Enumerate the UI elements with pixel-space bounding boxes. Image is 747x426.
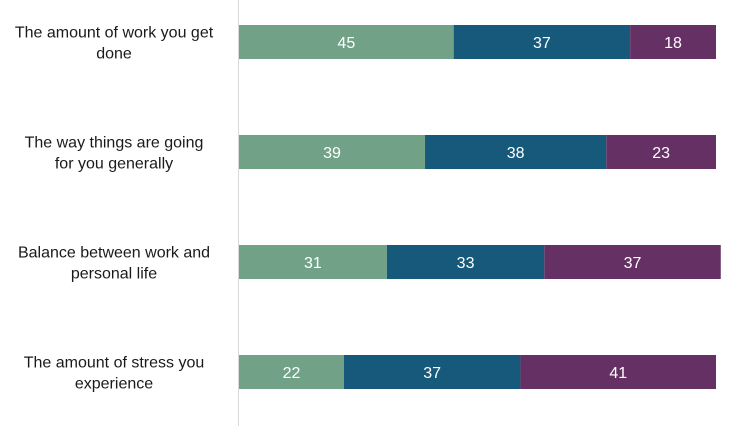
category-label: The way things are going for you generall…: [25, 135, 204, 173]
category-label-line: The amount of work you get: [15, 25, 214, 42]
bar-segment: [606, 135, 716, 169]
bar-value-label: 22: [283, 365, 301, 382]
bar-segment: [239, 245, 387, 279]
bar-value-label: 41: [609, 365, 627, 382]
bar-value-label: 37: [423, 365, 441, 382]
bar-segment: [453, 25, 631, 59]
bar-segment: [544, 245, 721, 279]
category-label: The amount of work you get done: [15, 25, 214, 63]
bar-segment: [343, 355, 521, 389]
category-label: The amount of stress you experience: [24, 355, 205, 393]
bar-segment: [425, 135, 607, 169]
category-label-group: The amount of work you get done The way th…: [15, 25, 214, 393]
bar-segment: [239, 25, 454, 59]
bar-value-label: 45: [337, 35, 355, 52]
bar-segment: [386, 245, 545, 279]
bar-value-label: 39: [323, 145, 341, 162]
bar-segment: [520, 355, 716, 389]
bar-segment: [239, 135, 426, 169]
bar-value-label: 38: [507, 145, 525, 162]
bar-segment: [630, 25, 716, 59]
bar-value-label: 37: [624, 255, 642, 272]
category-label-line: for you generally: [55, 156, 173, 173]
category-label-line: The amount of stress you: [24, 355, 205, 372]
category-label: Balance between work and personal life: [18, 245, 210, 283]
bar-value-label: 33: [457, 255, 475, 272]
category-label-line: Balance between work and: [18, 245, 210, 262]
category-label-line: personal life: [71, 266, 157, 283]
bar-value-label: 23: [652, 145, 670, 162]
bar-segment: [239, 355, 344, 389]
bar-group: 45 37 18 39 38 23 31 33 37 22 37 41: [239, 25, 721, 389]
category-label-line: experience: [75, 376, 153, 393]
bar-value-label: 31: [304, 255, 322, 272]
bar-value-label: 37: [533, 35, 551, 52]
bar-value-label: 18: [664, 35, 682, 52]
category-label-line: done: [96, 46, 132, 63]
category-label-line: The way things are going: [25, 135, 204, 152]
